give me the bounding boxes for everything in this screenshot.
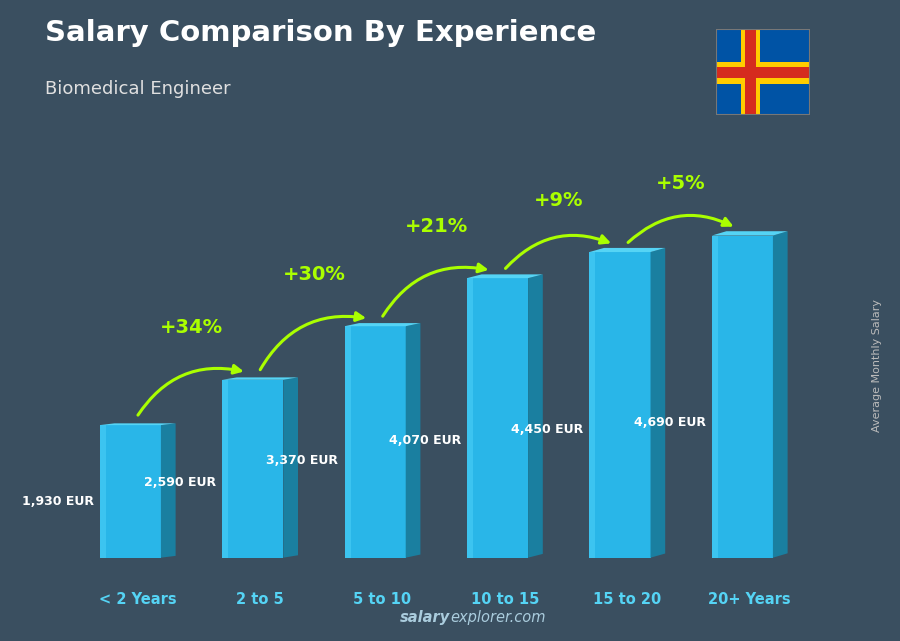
Polygon shape [222,378,298,379]
Polygon shape [345,326,351,558]
Text: 4,450 EUR: 4,450 EUR [511,423,583,436]
Text: +34%: +34% [160,319,223,337]
Bar [716,67,810,78]
Polygon shape [590,252,596,558]
Text: 20+ Years: 20+ Years [708,592,791,607]
Polygon shape [161,423,176,558]
Polygon shape [345,323,420,326]
Text: 10 to 15: 10 to 15 [471,592,539,607]
Text: +5%: +5% [656,174,706,193]
Bar [741,29,760,115]
Polygon shape [345,326,406,558]
Text: +30%: +30% [283,265,346,284]
Polygon shape [712,235,773,558]
Text: 5 to 10: 5 to 10 [354,592,411,607]
Polygon shape [712,235,718,558]
Text: explorer.com: explorer.com [450,610,545,625]
Text: +9%: +9% [534,191,583,210]
Polygon shape [651,248,665,558]
Polygon shape [222,379,229,558]
Text: Biomedical Engineer: Biomedical Engineer [45,80,230,98]
Polygon shape [100,425,106,558]
Polygon shape [284,378,298,558]
Text: < 2 Years: < 2 Years [99,592,176,607]
Text: 1,930 EUR: 1,930 EUR [22,495,94,508]
Text: salary: salary [400,610,450,625]
Polygon shape [773,231,788,558]
Text: 15 to 20: 15 to 20 [593,592,662,607]
Text: +21%: +21% [405,217,468,236]
Polygon shape [467,278,528,558]
Text: 3,370 EUR: 3,370 EUR [266,454,338,467]
Text: 2,590 EUR: 2,590 EUR [144,476,216,490]
Polygon shape [712,231,788,235]
Polygon shape [222,379,284,558]
Text: Salary Comparison By Experience: Salary Comparison By Experience [45,19,596,47]
Text: 4,070 EUR: 4,070 EUR [389,434,461,447]
Polygon shape [467,278,473,558]
Polygon shape [100,423,176,425]
Bar [716,62,810,84]
Polygon shape [590,252,651,558]
Text: Average Monthly Salary: Average Monthly Salary [872,299,883,432]
Polygon shape [467,274,543,278]
Polygon shape [528,274,543,558]
Polygon shape [100,425,161,558]
Text: 4,690 EUR: 4,690 EUR [634,416,706,429]
Text: 2 to 5: 2 to 5 [236,592,284,607]
Polygon shape [590,248,665,252]
Bar [745,29,756,115]
Polygon shape [406,323,420,558]
